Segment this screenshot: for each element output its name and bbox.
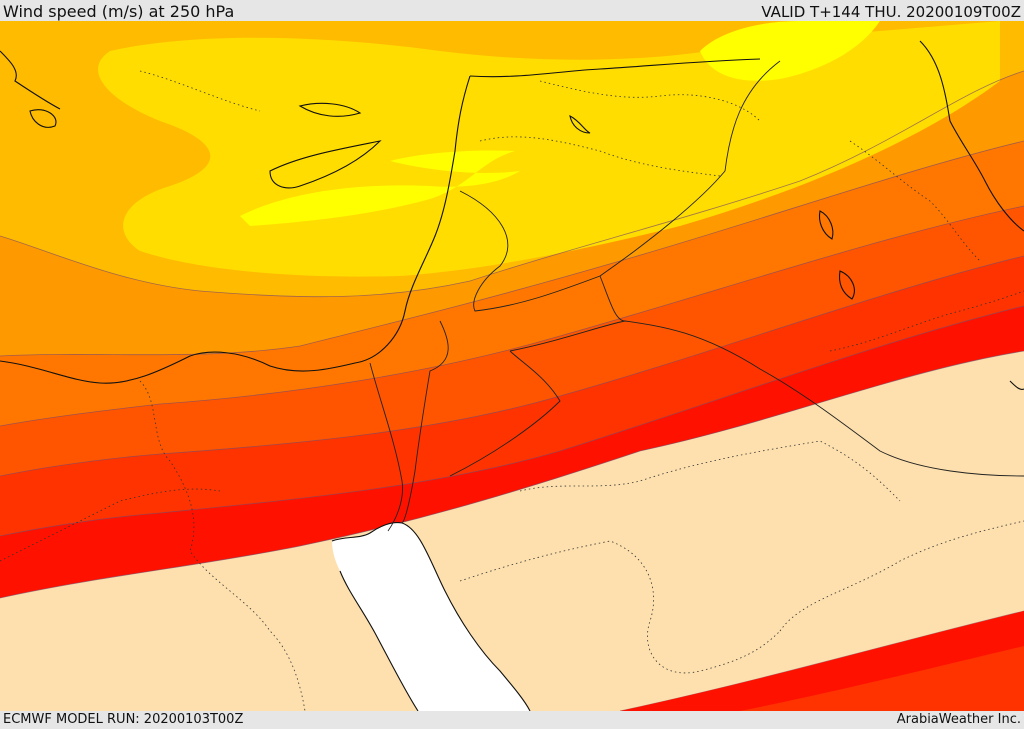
- valid-time: VALID T+144 THU. 20200109T00Z: [761, 3, 1021, 21]
- header-bar: Wind speed (m/s) at 250 hPa VALID T+144 …: [0, 0, 1024, 21]
- red-sea: [332, 522, 530, 711]
- map-title: Wind speed (m/s) at 250 hPa: [3, 2, 235, 21]
- wind-map[interactable]: [0, 21, 1024, 711]
- admin-boundaries: [0, 70, 1024, 711]
- wind-map-svg: [0, 21, 1024, 711]
- model-run: ECMWF MODEL RUN: 20200103T00Z: [3, 712, 244, 727]
- wind-band-1: [240, 150, 520, 226]
- wind-band-se-inner: [740, 646, 1024, 711]
- wind-band-1-north: [700, 21, 880, 81]
- country-borders: [369, 60, 1024, 532]
- credit-text: ArabiaWeather Inc.: [896, 712, 1021, 727]
- footer-bar: ECMWF MODEL RUN: 20200103T00Z ArabiaWeat…: [0, 711, 1024, 729]
